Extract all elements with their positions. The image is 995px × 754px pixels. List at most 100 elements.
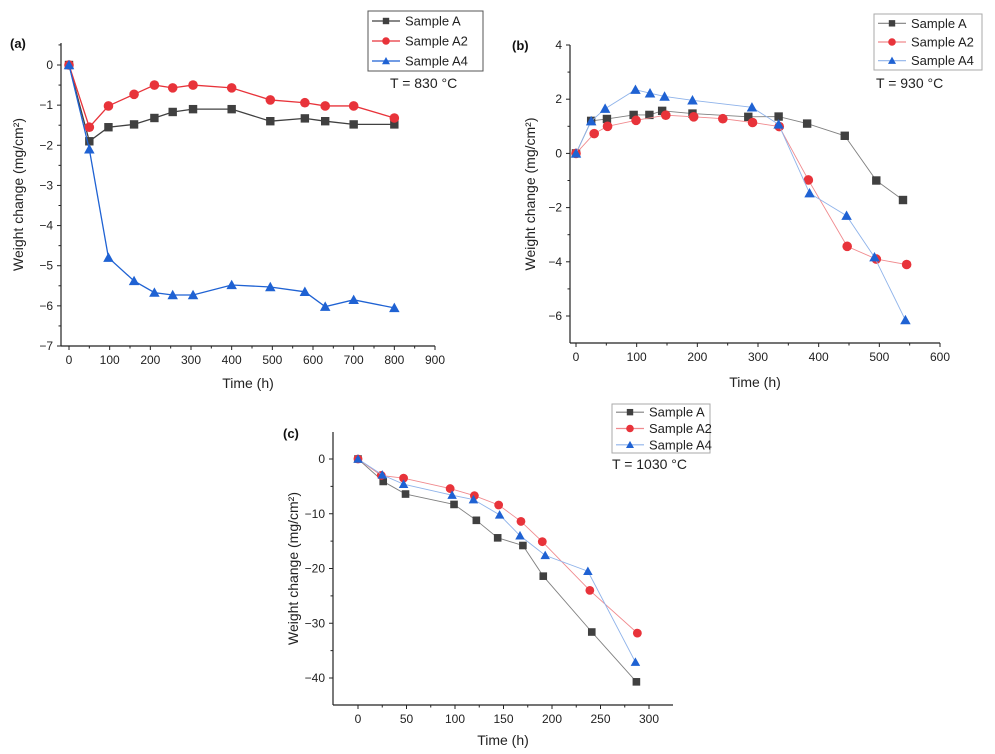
y-tick-label: −2: [548, 201, 562, 215]
data-point-circle: [585, 586, 595, 595]
x-tick-label: 200: [542, 712, 562, 726]
data-point-triangle: [149, 287, 160, 297]
data-point-square: [840, 131, 849, 140]
data-point-square: [802, 119, 812, 128]
y-tick-label: 0: [318, 452, 325, 466]
data-point-circle: [129, 89, 139, 100]
y-tick-label: −1: [39, 98, 53, 112]
x-tick-label: 300: [639, 712, 659, 726]
x-tick-label: 500: [869, 350, 889, 364]
panel-a: 0 100 200 300 400 500 600 700 800 900 0 −1 −2 −3 −4 −5 −…: [10, 10, 484, 391]
panel-b: 0 100 200 300 400 500 600 4 2 0 −2 −4 −6 Time (h) Weig…: [512, 13, 983, 390]
data-point-triangle: [84, 144, 95, 154]
data-point-triangle: [583, 566, 593, 576]
data-point-square: [321, 117, 330, 126]
data-point-triangle: [494, 510, 505, 519]
x-tick-label: 100: [627, 350, 647, 364]
panel-label: (b): [512, 38, 529, 53]
data-point-triangle: [226, 279, 237, 290]
data-point-circle: [300, 97, 310, 108]
data-point-circle: [188, 80, 198, 90]
series-sample-a4: [353, 454, 641, 666]
y-tick-label: −6: [548, 309, 562, 323]
data-point-circle: [265, 95, 276, 105]
legend-label: Sample A2: [405, 34, 468, 49]
y-tick-label: −20: [305, 562, 326, 576]
data-point-square: [472, 516, 481, 525]
y-tick-label: 4: [555, 38, 562, 52]
temperature-annotation: T = 930 °C: [876, 75, 943, 91]
data-point-triangle: [63, 59, 75, 70]
series-sample-a: [64, 60, 399, 146]
data-point-circle: [602, 121, 613, 132]
y-tick-label: −4: [548, 255, 562, 269]
data-point-triangle: [447, 490, 457, 499]
data-point-circle: [320, 101, 331, 111]
data-point-triangle: [644, 87, 656, 98]
data-point-triangle: [319, 301, 331, 311]
x-tick-label: 900: [425, 353, 445, 367]
y-tick-label: −5: [39, 259, 53, 273]
data-point-square: [300, 114, 310, 123]
data-point-triangle: [377, 470, 387, 479]
data-point-square: [888, 20, 896, 27]
series-line: [357, 458, 636, 663]
data-point-triangle: [515, 530, 525, 540]
data-point-square: [539, 572, 548, 580]
y-tick-label: −40: [305, 671, 326, 685]
data-point-triangle: [585, 115, 597, 126]
temperature-annotation: T = 830 °C: [390, 75, 457, 91]
data-point-circle: [747, 117, 758, 128]
data-point-circle: [888, 38, 896, 46]
data-point-circle: [382, 37, 390, 45]
data-point-triangle: [626, 440, 634, 449]
x-tick-label: 400: [222, 353, 242, 367]
data-point-triangle: [382, 57, 390, 65]
x-tick-label: 0: [573, 350, 580, 364]
data-point-square: [401, 490, 410, 498]
y-tick-label: −7: [39, 339, 53, 353]
y-tick-label: −10: [305, 507, 326, 521]
data-point-square: [519, 541, 527, 550]
data-point-triangle: [103, 252, 114, 262]
panel-label: (c): [283, 426, 299, 441]
data-point-circle: [718, 113, 728, 124]
data-point-triangle: [570, 148, 582, 158]
x-tick-label: 500: [262, 353, 282, 367]
data-point-square: [774, 112, 783, 121]
y-axis-title: Weight change (mg/cm²): [10, 118, 26, 271]
data-point-triangle: [348, 294, 359, 305]
data-point-circle: [445, 484, 455, 493]
data-point-triangle: [888, 56, 896, 64]
data-point-circle: [399, 473, 408, 483]
x-tick-label: 0: [66, 353, 73, 367]
series-sample-a4: [63, 59, 400, 313]
data-point-triangle: [187, 289, 199, 300]
data-point-square: [629, 110, 638, 120]
series-line: [575, 110, 904, 201]
data-point-triangle: [841, 210, 852, 220]
legend-label: Sample A: [649, 405, 705, 420]
series-sample-a2: [571, 110, 912, 270]
x-tick-label: 150: [493, 712, 513, 726]
data-point-square: [266, 117, 275, 126]
panel-label: (a): [10, 36, 26, 51]
x-tick-label: 200: [687, 350, 707, 364]
legend-label: Sample A4: [649, 437, 712, 452]
data-point-circle: [631, 115, 641, 126]
y-axis-title: Weight change (mg/cm²): [522, 117, 538, 270]
data-point-triangle: [630, 84, 641, 94]
data-point-triangle: [299, 286, 311, 297]
data-point-square: [104, 123, 113, 132]
x-axis-title: Time (h): [729, 374, 781, 390]
data-point-circle: [149, 80, 160, 90]
x-tick-label: 600: [303, 353, 323, 367]
data-point-circle: [84, 122, 95, 133]
data-point-circle: [167, 83, 178, 93]
data-point-circle: [348, 101, 359, 111]
y-tick-label: −2: [39, 138, 53, 152]
series-sample-a2: [353, 454, 642, 638]
data-point-square: [227, 104, 236, 114]
x-tick-label: 300: [748, 350, 768, 364]
